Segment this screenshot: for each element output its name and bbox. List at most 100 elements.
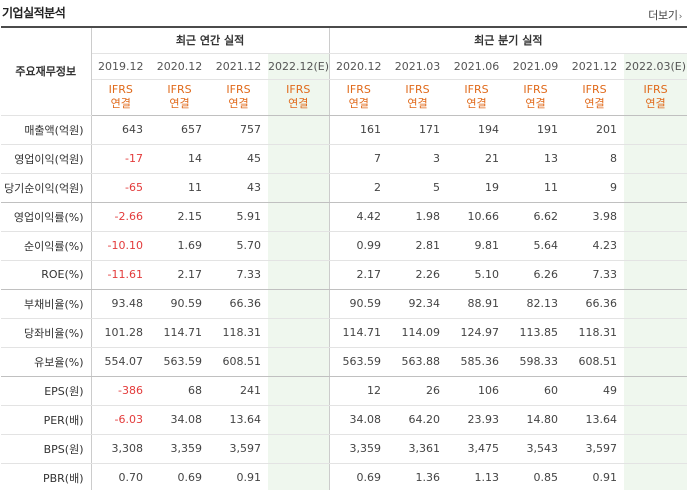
annual-value-cell: 5.70 [209, 231, 268, 261]
row-header-title: 주요재무정보 [1, 27, 92, 116]
consolidated-label: 연결 [169, 97, 190, 110]
annual-value-cell: 13.64 [209, 405, 268, 435]
annual-value-cell [268, 434, 330, 464]
quarter-ifrs-header: IFRS 연결 [506, 79, 566, 116]
ifrs-label: IFRS [286, 83, 311, 96]
annual-value-cell: 0.91 [209, 463, 268, 490]
annual-value-cell: 757 [209, 115, 268, 145]
consolidated-label: 연결 [348, 97, 369, 110]
row-label: 부채비율(%) [1, 289, 92, 319]
more-link[interactable]: 더보기› [648, 7, 682, 23]
annual-value-cell: 101.28 [91, 318, 150, 348]
quarter-group-header: 최근 분기 실적 [329, 27, 688, 54]
quarter-value-cell: 1.13 [447, 463, 507, 490]
quarter-period-header: 2022.03(E) [624, 53, 688, 80]
quarter-value-cell: 2 [329, 173, 389, 203]
row-label: 순이익률(%) [1, 231, 92, 261]
annual-value-cell: 563.59 [150, 347, 209, 377]
ifrs-label: IFRS [523, 83, 548, 96]
table-row: ROE(%) -11.61 2.17 7.33 2.17 2.26 5.10 6.26 7.33 [1, 260, 688, 290]
table-row: 유보율(%) 554.07 563.59 608.51 563.59 563.88 585.… [1, 347, 688, 377]
quarter-value-cell: 3 [388, 144, 448, 174]
quarter-value-cell: 64.20 [388, 405, 448, 435]
quarter-value-cell: 3,543 [506, 434, 566, 464]
ifrs-label: IFRS [464, 83, 489, 96]
table-row: 영업이익(억원) -17 14 45 7 3 21 13 8 [1, 144, 688, 174]
quarter-value-cell: 118.31 [565, 318, 625, 348]
quarter-value-cell: 14.80 [506, 405, 566, 435]
annual-value-cell [268, 376, 330, 406]
group-header-row: 주요재무정보 최근 연간 실적 최근 분기 실적 [1, 27, 688, 116]
quarter-value-cell: 13 [506, 144, 566, 174]
quarter-value-cell: 114.09 [388, 318, 448, 348]
quarter-value-cell: 0.99 [329, 231, 389, 261]
annual-value-cell [268, 173, 330, 203]
quarter-value-cell: 7.33 [565, 260, 625, 290]
annual-value-cell: 11 [150, 173, 209, 203]
quarter-value-cell [624, 202, 688, 232]
quarter-value-cell: 11 [506, 173, 566, 203]
table-row: 당좌비율(%) 101.28 114.71 118.31 114.71 114.09 124… [1, 318, 688, 348]
annual-value-cell: -2.66 [91, 202, 150, 232]
row-label: 당기순이익(억원) [1, 173, 92, 203]
quarter-value-cell: 114.71 [329, 318, 389, 348]
quarter-value-cell: 563.88 [388, 347, 448, 377]
quarter-value-cell: 49 [565, 376, 625, 406]
annual-period-header: 2021.12 [209, 53, 268, 80]
annual-ifrs-header: IFRS 연결 [91, 79, 150, 116]
quarter-value-cell: 3,361 [388, 434, 448, 464]
quarter-value-cell [624, 231, 688, 261]
annual-ifrs-header: IFRS 연결 [268, 79, 330, 116]
consolidated-label: 연결 [466, 97, 487, 110]
quarter-value-cell: 161 [329, 115, 389, 145]
quarter-value-cell: 19 [447, 173, 507, 203]
annual-value-cell: 554.07 [91, 347, 150, 377]
quarter-value-cell: 10.66 [447, 202, 507, 232]
annual-value-cell: 118.31 [209, 318, 268, 348]
quarter-value-cell [624, 347, 688, 377]
quarter-value-cell: 3.98 [565, 202, 625, 232]
consolidated-label: 연결 [407, 97, 428, 110]
annual-value-cell: 90.59 [150, 289, 209, 319]
annual-value-cell: -386 [91, 376, 150, 406]
ifrs-label: IFRS [582, 83, 607, 96]
consolidated-label: 연결 [645, 97, 666, 110]
more-link-label: 더보기 [648, 9, 678, 22]
annual-value-cell: 657 [150, 115, 209, 145]
ifrs-label: IFRS [167, 83, 192, 96]
quarter-value-cell: 9.81 [447, 231, 507, 261]
quarter-value-cell: 608.51 [565, 347, 625, 377]
quarter-value-cell: 0.69 [329, 463, 389, 490]
quarter-value-cell: 598.33 [506, 347, 566, 377]
annual-value-cell [268, 144, 330, 174]
consolidated-label: 연결 [228, 97, 249, 110]
financial-summary-table: 주요재무정보 최근 연간 실적 최근 분기 실적 2019.12 2020.12 2… [1, 26, 688, 490]
quarter-ifrs-header: IFRS 연결 [447, 79, 507, 116]
annual-value-cell: 0.69 [150, 463, 209, 490]
quarter-value-cell: 12 [329, 376, 389, 406]
quarter-value-cell: 3,475 [447, 434, 507, 464]
quarter-period-header: 2021.06 [447, 53, 507, 80]
ifrs-label: IFRS [643, 83, 668, 96]
quarter-value-cell: 5 [388, 173, 448, 203]
ifrs-label: IFRS [405, 83, 430, 96]
quarter-value-cell [624, 376, 688, 406]
quarter-value-cell: 1.36 [388, 463, 448, 490]
table-row: BPS(원) 3,308 3,359 3,597 3,359 3,361 3,475 3,54… [1, 434, 688, 464]
annual-value-cell: 114.71 [150, 318, 209, 348]
row-label: EPS(원) [1, 376, 92, 406]
row-label: 유보율(%) [1, 347, 92, 377]
table-row: 당기순이익(억원) -65 11 43 2 5 19 11 9 [1, 173, 688, 203]
quarter-ifrs-header: IFRS 연결 [329, 79, 389, 116]
quarter-value-cell [624, 289, 688, 319]
annual-value-cell [268, 318, 330, 348]
annual-value-cell: 0.70 [91, 463, 150, 490]
quarter-value-cell: 26 [388, 376, 448, 406]
quarter-value-cell [624, 115, 688, 145]
annual-value-cell: 2.17 [150, 260, 209, 290]
quarter-value-cell: 90.59 [329, 289, 389, 319]
quarter-value-cell: 124.97 [447, 318, 507, 348]
period-header-row: 2019.12 2020.12 2021.12 2022.12(E) 2020.12 20… [1, 53, 688, 80]
quarter-value-cell: 3,359 [329, 434, 389, 464]
quarter-value-cell: 4.42 [329, 202, 389, 232]
